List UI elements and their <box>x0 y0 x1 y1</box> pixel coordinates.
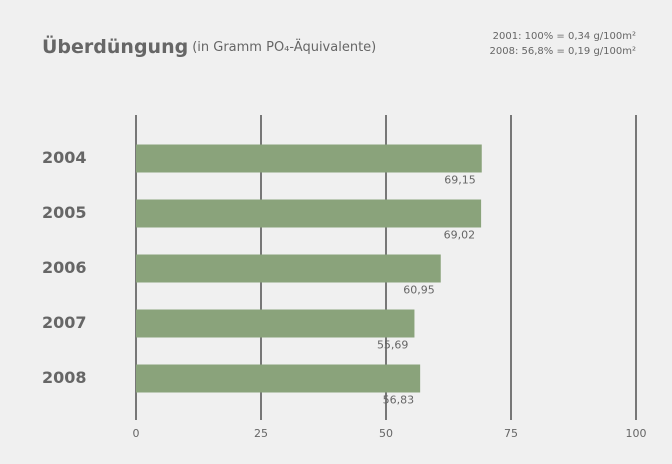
bar <box>136 144 482 173</box>
x-tick-label: 100 <box>626 427 647 440</box>
value-label: 56,83 <box>383 394 415 407</box>
bar <box>136 364 421 393</box>
value-label: 69,15 <box>444 174 476 187</box>
chart-title: Überdüngung (in Gramm PO₄-Äquivalente) <box>42 34 376 58</box>
y-tick-label: 2008 <box>42 368 87 387</box>
y-tick-label: 2004 <box>42 148 87 167</box>
x-tick-label: 75 <box>504 427 518 440</box>
x-tick-label: 0 <box>133 427 140 440</box>
value-label: 60,95 <box>403 284 435 297</box>
bar <box>136 309 415 338</box>
x-tick-label: 50 <box>379 427 393 440</box>
y-tick-label: 2007 <box>42 313 87 332</box>
bar <box>136 199 482 228</box>
note: 2008: 56,8% = 0,19 g/100m² <box>490 46 637 57</box>
title: Überdüngung <box>42 34 188 58</box>
y-tick-label: 2005 <box>42 203 87 222</box>
value-label: 69,02 <box>444 229 476 242</box>
subtitle: (in Gramm PO₄-Äquivalente) <box>192 39 376 55</box>
bar <box>136 254 441 283</box>
y-tick-label: 2006 <box>42 258 87 277</box>
x-tick-label: 25 <box>254 427 268 440</box>
value-label: 55,69 <box>377 339 409 352</box>
note: 2001: 100% = 0,34 g/100m² <box>493 31 636 42</box>
